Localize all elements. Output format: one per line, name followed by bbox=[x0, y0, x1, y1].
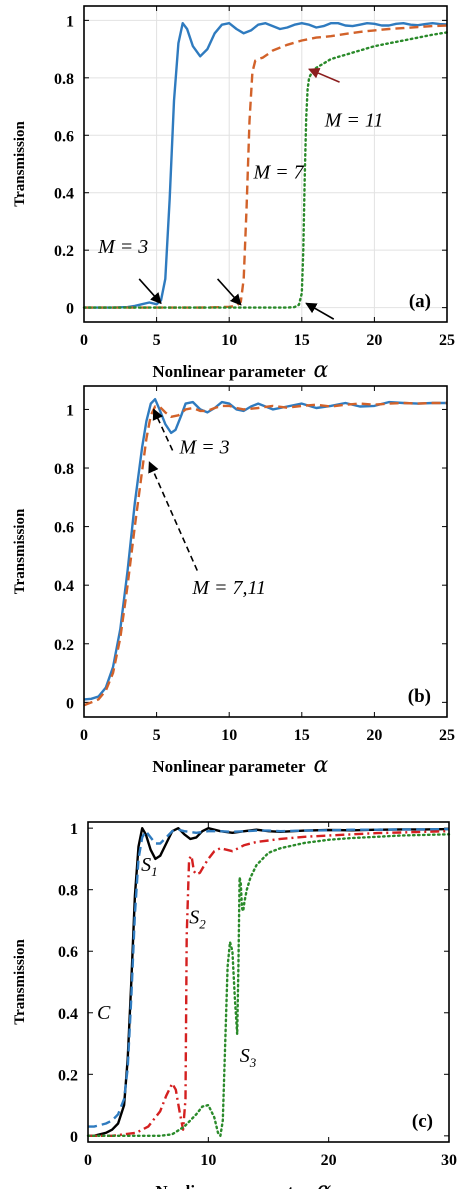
panel-label: (a) bbox=[409, 291, 431, 312]
x-tick-label: 0 bbox=[80, 727, 88, 744]
y-axis-label: Transmission bbox=[12, 121, 28, 207]
y-axis-label: Transmission bbox=[12, 939, 28, 1025]
x-axis-symbol: α bbox=[314, 753, 329, 778]
annotation-m-7: M = 7 bbox=[252, 161, 304, 183]
plot-frame bbox=[83, 5, 448, 323]
y-tick-label: 0 bbox=[70, 1129, 78, 1146]
y-tick-label: 0.6 bbox=[54, 128, 74, 145]
panel-label: (c) bbox=[412, 1111, 433, 1132]
plot-frame bbox=[83, 385, 448, 718]
y-tick-label: 1 bbox=[70, 821, 78, 838]
y-tick-label: 0.8 bbox=[54, 71, 74, 88]
y-tick-label: 0 bbox=[66, 301, 74, 318]
y-tick-label: 0.6 bbox=[54, 520, 74, 537]
annotation-s1: S1 bbox=[141, 854, 158, 879]
x-axis-label: Nonlinear parameter bbox=[152, 362, 306, 381]
series-line-m-7 bbox=[84, 24, 448, 309]
x-tick-label: 5 bbox=[153, 727, 161, 744]
annotation-arrow bbox=[138, 278, 162, 305]
y-tick-label: 1 bbox=[66, 402, 74, 419]
annotation-arrow bbox=[305, 302, 335, 320]
y-tick-label: 0.2 bbox=[58, 1067, 78, 1084]
y-tick-label: 0.4 bbox=[58, 1006, 78, 1023]
x-tick-label: 5 bbox=[153, 332, 161, 349]
y-tick-label: 0.2 bbox=[54, 637, 74, 654]
annotation-arrow bbox=[308, 67, 340, 83]
plot-frame bbox=[87, 821, 450, 1143]
x-tick-label: 0 bbox=[84, 1152, 92, 1169]
x-axis-symbol: α bbox=[317, 1178, 332, 1189]
series-line-m-7-11 bbox=[83, 401, 447, 707]
series-line-m-3 bbox=[84, 22, 448, 309]
annotation-s2: S2 bbox=[189, 907, 206, 932]
series-line-s3 bbox=[86, 833, 451, 1137]
x-tick-label: 10 bbox=[221, 332, 237, 349]
y-tick-label: 0.2 bbox=[54, 243, 74, 260]
x-tick-label: 15 bbox=[294, 727, 310, 744]
series-line-m-3 bbox=[83, 398, 447, 701]
annotation-m-11: M = 11 bbox=[324, 110, 384, 132]
annotation-arrow bbox=[152, 408, 174, 451]
x-tick-label: 20 bbox=[366, 332, 382, 349]
y-tick-label: 0.8 bbox=[54, 461, 74, 478]
x-tick-label: 20 bbox=[321, 1152, 337, 1169]
chart-panel-2: 0 5 10 15 20 25 0 0.2 0.4 0.6 0.8 1 Nonlinear parame… bbox=[12, 385, 455, 778]
panel-label: (b) bbox=[408, 686, 431, 707]
y-tick-label: 1 bbox=[66, 13, 74, 30]
annotation-arrow bbox=[216, 278, 242, 306]
x-axis-symbol: α bbox=[314, 358, 329, 383]
x-tick-label: 15 bbox=[294, 332, 310, 349]
annotation-s3: S3 bbox=[240, 1045, 257, 1070]
y-tick-label: 0.6 bbox=[58, 944, 78, 961]
annotation-m-3: M = 3 bbox=[178, 436, 229, 458]
x-tick-label: 0 bbox=[80, 332, 88, 349]
y-tick-label: 0.4 bbox=[54, 186, 74, 203]
x-axis-label: Nonlinear parameter bbox=[155, 1182, 309, 1189]
chart-panel-3: 0 10 20 30 0 0.2 0.4 0.6 0.8 1 Nonlinear parameter… bbox=[12, 821, 457, 1189]
annotation-m-7-11: M = 7,11 bbox=[191, 577, 266, 599]
x-tick-label: 25 bbox=[439, 332, 455, 349]
x-tick-label: 20 bbox=[366, 727, 382, 744]
y-tick-label: 0 bbox=[66, 695, 74, 712]
annotation-m-3: M = 3 bbox=[97, 236, 148, 258]
x-tick-label: 30 bbox=[441, 1152, 457, 1169]
x-tick-label: 25 bbox=[439, 727, 455, 744]
x-tick-label: 10 bbox=[221, 727, 237, 744]
y-axis-label: Transmission bbox=[12, 508, 28, 594]
y-tick-label: 0.4 bbox=[54, 578, 74, 595]
x-tick-label: 10 bbox=[200, 1152, 216, 1169]
x-axis-label: Nonlinear parameter bbox=[152, 757, 306, 776]
y-tick-label: 0.8 bbox=[58, 883, 78, 900]
annotation-c: C bbox=[97, 1002, 111, 1024]
series-line-s2 bbox=[88, 830, 450, 1137]
chart-panel-1: 0 5 10 15 20 25 0 0.2 0.4 0.6 0.8 1 Nonlinear parame… bbox=[12, 5, 455, 383]
series-line-s1 bbox=[88, 827, 450, 1128]
series-line-m-11 bbox=[82, 31, 449, 309]
annotation-arrow bbox=[148, 461, 198, 571]
